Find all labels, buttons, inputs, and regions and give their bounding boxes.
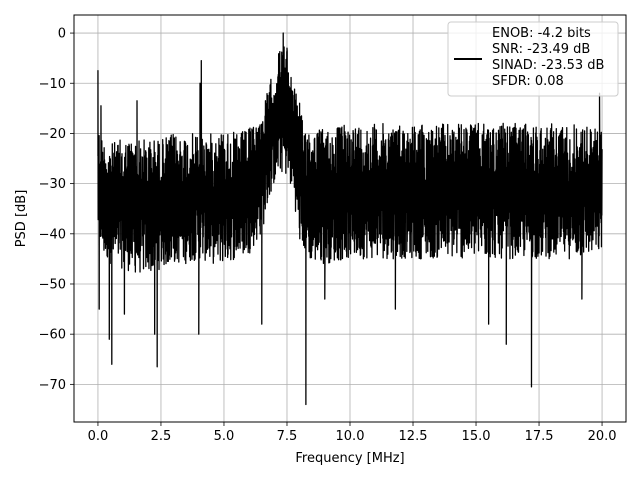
x-tick-label: 7.5 <box>277 429 298 444</box>
legend-entry-snr: SNR: -23.49 dB <box>492 42 590 57</box>
y-tick-label: −70 <box>39 378 66 393</box>
y-tick-label: −40 <box>39 227 66 242</box>
x-tick-label: 17.5 <box>525 429 554 444</box>
y-tick-label: −50 <box>39 277 66 292</box>
y-tick-label: −60 <box>39 328 66 343</box>
legend-entry-sinad: SINAD: -23.53 dB <box>492 58 604 73</box>
legend-entry-sfdr: SFDR: 0.08 <box>492 74 564 89</box>
x-tick-label: 2.5 <box>151 429 172 444</box>
y-tick-label: −10 <box>39 77 66 92</box>
y-tick-label: −30 <box>39 177 66 192</box>
x-tick-label: 20.0 <box>588 429 617 444</box>
x-tick-label: 12.5 <box>399 429 428 444</box>
psd-series-line <box>97 32 603 406</box>
x-tick-label: 5.0 <box>214 429 235 444</box>
tick-layer: 0.0 2.5 5.0 7.5 10.0 12.5 15.0 17.5 20.0 0 −10 −20 −… <box>39 27 617 444</box>
x-axis-label: Frequency [MHz] <box>295 451 404 466</box>
x-tick-label: 15.0 <box>462 429 491 444</box>
y-axis-label: PSD [dB] <box>14 190 29 248</box>
y-tick-label: 0 <box>58 27 66 42</box>
legend-entry-enob: ENOB: -4.2 bits <box>492 26 591 41</box>
x-tick-label: 0.0 <box>88 429 109 444</box>
legend: ENOB: -4.2 bits SNR: -23.49 dB SINAD: -2… <box>447 21 619 97</box>
legend-box <box>447 21 619 97</box>
y-tick-label: −20 <box>39 127 66 142</box>
x-tick-label: 10.0 <box>336 429 365 444</box>
series-layer <box>97 32 603 406</box>
